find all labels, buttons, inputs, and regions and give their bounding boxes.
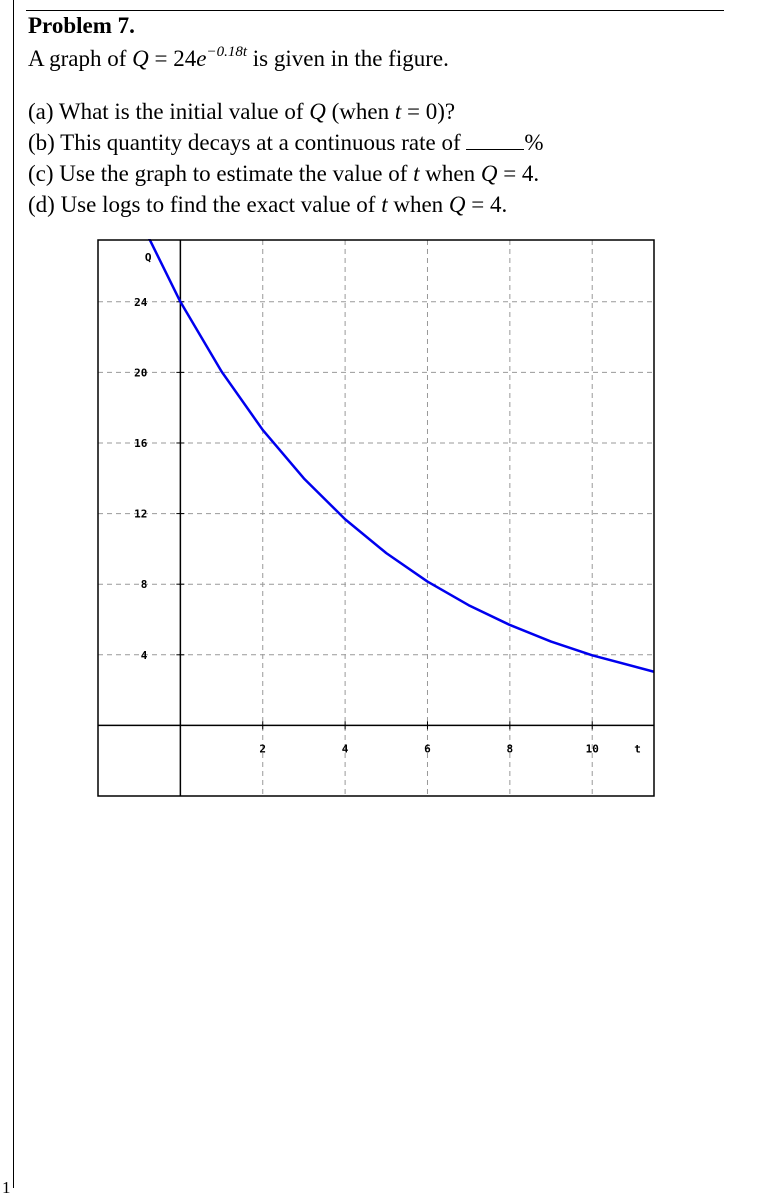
y-tick-label: 4 <box>141 649 148 662</box>
question-d-mid: when <box>387 192 449 217</box>
intro-exponent: −0.18t <box>206 44 247 60</box>
x-tick-label: 2 <box>259 742 266 755</box>
problem-intro: A graph of Q = 24e−0.18t is given in the… <box>28 42 728 76</box>
y-tick-label: 24 <box>134 296 148 309</box>
x-tick-label: 6 <box>424 742 431 755</box>
plot-frame <box>97 239 655 797</box>
x-tick-label: 10 <box>586 742 599 755</box>
left-margin-rule <box>13 0 14 1188</box>
question-b: (b) This quantity decays at a continuous… <box>28 127 728 158</box>
intro-var-q: Q <box>132 46 149 71</box>
question-d-text: (d) Use logs to find the exact value of <box>28 192 382 217</box>
question-d: (d) Use logs to find the exact value of … <box>28 189 728 220</box>
question-a-var-t: t <box>394 99 402 124</box>
y-axis-label: Q <box>145 251 152 264</box>
question-c-var-t: t <box>413 161 420 186</box>
x-tick-label: 8 <box>507 742 514 755</box>
answer-blank[interactable] <box>466 130 525 150</box>
question-a-mid: (when <box>325 99 395 124</box>
intro-var-e: e <box>196 46 207 71</box>
intro-suffix: is given in the figure. <box>247 46 449 71</box>
page-number: 1 <box>2 1178 11 1197</box>
question-d-var-q: Q <box>448 192 466 217</box>
y-tick-label: 20 <box>134 366 147 379</box>
x-tick-label: 4 <box>342 742 349 755</box>
question-c-suffix: = 4. <box>497 161 540 186</box>
question-c-var-q: Q <box>480 161 498 186</box>
y-tick-label: 8 <box>141 578 148 591</box>
question-d-suffix: = 4. <box>465 192 508 217</box>
question-b-suffix: % <box>524 130 544 155</box>
question-c: (c) Use the graph to estimate the value … <box>28 158 728 189</box>
question-list: (a) What is the initial value of Q (when… <box>28 96 728 220</box>
question-a: (a) What is the initial value of Q (when… <box>28 96 728 127</box>
intro-prefix: A graph of <box>28 46 133 71</box>
x-axis-label: t <box>634 742 641 755</box>
problem-title: Problem 7. <box>28 13 135 38</box>
top-divider <box>26 10 724 11</box>
question-c-mid: when <box>419 161 481 186</box>
question-d-var-t: t <box>381 192 388 217</box>
question-c-text: (c) Use the graph to estimate the value … <box>28 161 414 186</box>
decay-curve <box>148 239 655 673</box>
question-a-suffix: = 0)? <box>401 99 456 124</box>
y-tick-label: 12 <box>134 508 147 521</box>
y-tick-label: 16 <box>134 437 148 450</box>
problem-block: Problem 7. A graph of Q = 24e−0.18t is g… <box>28 12 728 220</box>
question-a-text: (a) What is the initial value of <box>28 99 310 124</box>
question-b-text: (b) This quantity decays at a continuous… <box>28 130 467 155</box>
intro-equals: = 24 <box>148 46 197 71</box>
question-a-var-q: Q <box>309 99 326 124</box>
